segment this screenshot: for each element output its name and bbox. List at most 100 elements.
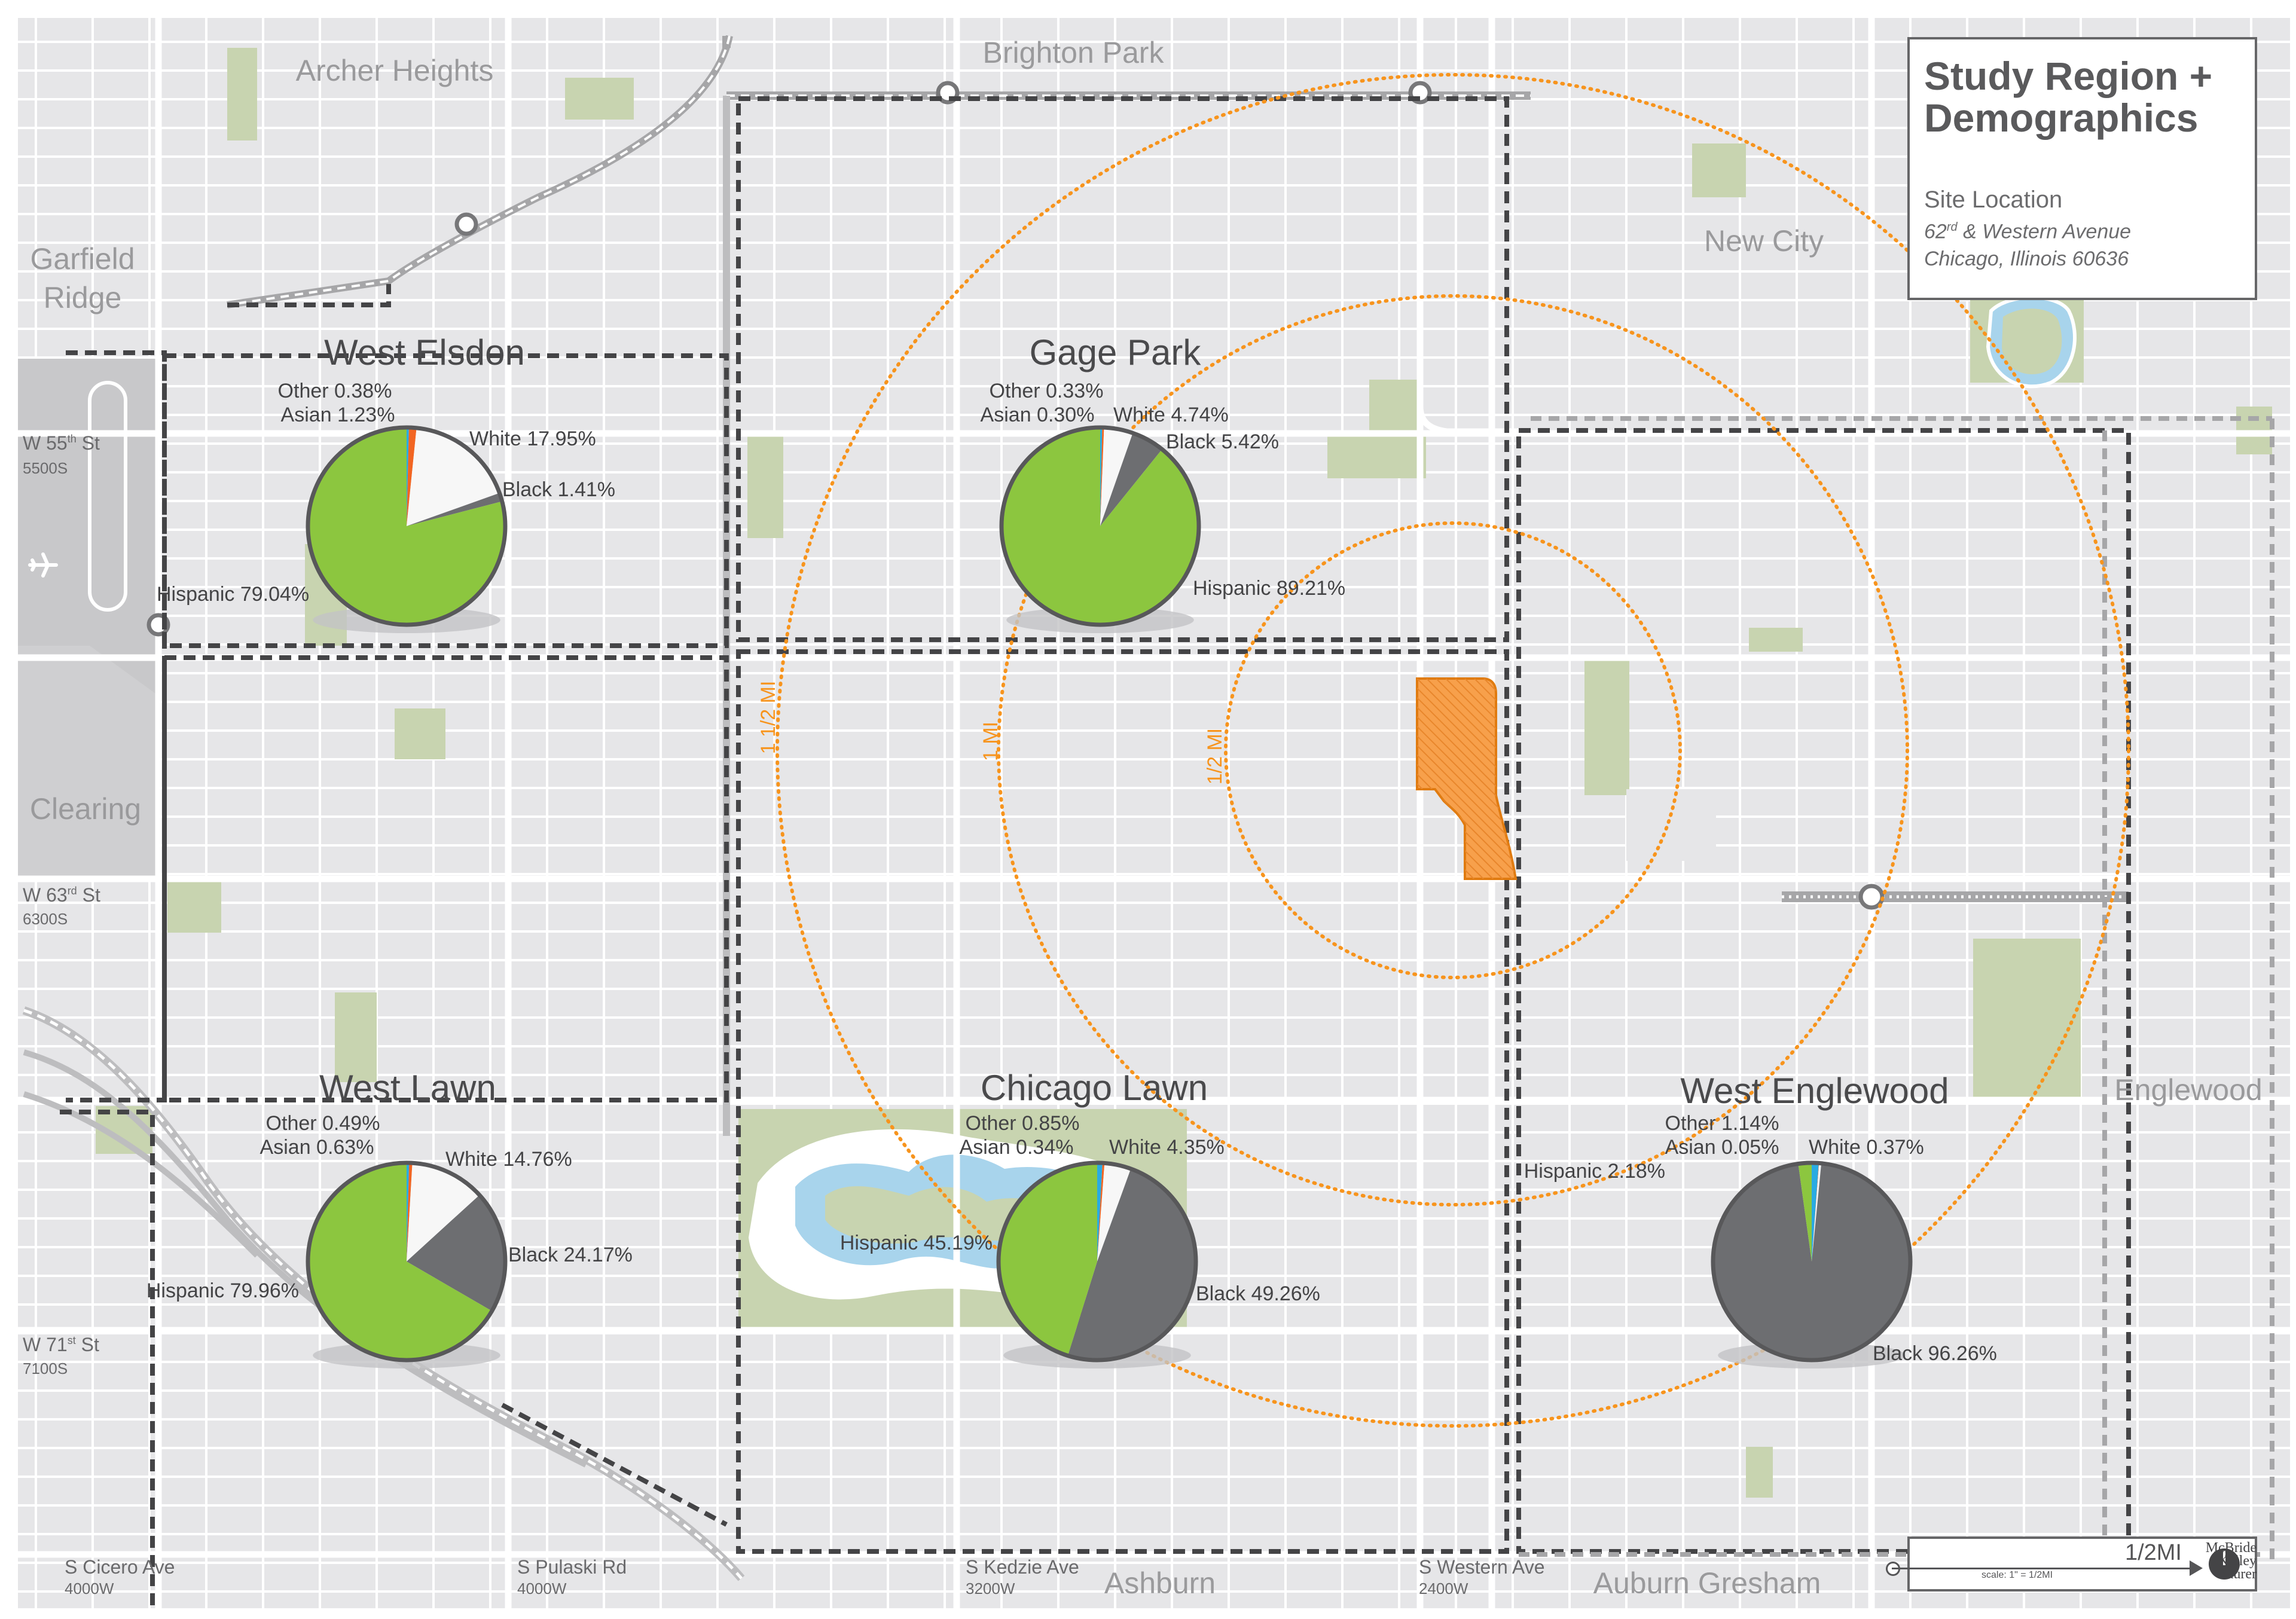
north-arrow-slit	[2223, 1551, 2225, 1565]
pie-slice-black	[407, 493, 502, 526]
scale-arrow-icon	[2190, 1560, 2203, 1576]
cta-station	[454, 212, 478, 236]
pie-title: Chicago Lawn	[981, 1068, 1208, 1108]
pie-label-white: White 4.35%	[1109, 1136, 1225, 1159]
place-brighton-park: Brighton Park	[983, 36, 1165, 69]
ring-half-mile	[1224, 521, 1682, 979]
pie-label-other: Other 0.85%	[966, 1112, 1080, 1135]
pie-label-white: White 4.74%	[1113, 404, 1229, 426]
park	[1749, 628, 1803, 652]
pie-chart: Gage Park Other 0.33%Asian 0.30% White 4.7…	[981, 332, 1345, 633]
demographic-pies: West Elsdon Other 0.38%Asian 1.23% White 1…	[146, 332, 1997, 1368]
pie-label-asian: Asian 0.30%	[981, 404, 1095, 426]
street-w55-num: 5500S	[23, 459, 68, 477]
radius-rings: 1/2 MI 1 MI 1 1/2 MI	[757, 73, 2130, 1428]
map-title-line2: Demographics	[1924, 96, 2199, 140]
park	[1327, 430, 1426, 478]
pie-slice-other	[407, 427, 409, 526]
pie-slice-hispanic	[307, 1162, 492, 1360]
pie-label-asian: Asian 0.05%	[1665, 1136, 1779, 1159]
pie-label-hispanic: Hispanic 2.18%	[1524, 1160, 1665, 1183]
pie-title: West Lawn	[319, 1068, 496, 1108]
street-western-num: 2400W	[1419, 1580, 1468, 1597]
place-archer-heights: Archer Heights	[296, 54, 494, 87]
street-kedzie: S Kedzie Ave	[966, 1556, 1079, 1578]
pie-label-hispanic: Hispanic 79.96%	[146, 1279, 299, 1302]
pie-slice-black	[407, 1195, 505, 1311]
pie-label-hispanic: Hispanic 45.19%	[840, 1232, 993, 1254]
pie-title: Gage Park	[1030, 332, 1202, 372]
lake-sherman-inner	[2002, 308, 2062, 374]
pie-slice-white	[407, 427, 500, 526]
pie-slice-hispanic	[307, 427, 505, 625]
street-labels: W 55th St 5500S W 63rd St 6300S W 71st S…	[23, 432, 1544, 1597]
pie-outline	[999, 425, 1201, 627]
pie-label-black: Black 49.26%	[1196, 1282, 1320, 1305]
label-one-half-mile: 1 1/2 MI	[757, 681, 780, 754]
park	[227, 48, 257, 140]
park	[1584, 658, 1629, 795]
scale-bar: 1/2MI scale: 1" = 1/2MI McBride Kelley Bau…	[1886, 1536, 2257, 1591]
pie-slice-white	[1100, 427, 1133, 526]
place-auburn-gresham: Auburn Gresham	[1593, 1566, 1821, 1600]
pie-outline	[996, 1160, 1198, 1363]
street-cicero-num: 4000W	[65, 1580, 114, 1597]
pie-label-asian: Asian 0.34%	[960, 1136, 1074, 1159]
pie-outline	[1711, 1160, 1913, 1363]
street-western: S Western Ave	[1419, 1556, 1544, 1578]
pie-slice-hispanic	[1798, 1163, 1812, 1261]
place-ashburn: Ashburn	[1104, 1566, 1216, 1600]
title-box: Study Region + Demographics Site Locatio…	[1907, 37, 2257, 300]
pie-label-black: Black 1.41%	[502, 478, 615, 501]
pie-label-asian: Asian 1.23%	[281, 404, 395, 426]
street-kedzie-num: 3200W	[966, 1580, 1015, 1597]
street-pulaski-num: 4000W	[517, 1580, 567, 1597]
midway-airport	[18, 359, 155, 879]
pie-slice-white	[407, 1163, 480, 1261]
park	[1746, 1447, 1773, 1498]
place-new-city: New City	[1704, 224, 1824, 258]
pie-chart: West Elsdon Other 0.38%Asian 1.23% White 1…	[157, 332, 615, 633]
street-w63: W 63rd St	[23, 884, 100, 906]
airplane-icon	[28, 552, 58, 578]
scale-note: scale: 1" = 1/2MI	[1981, 1570, 2053, 1580]
pie-label-asian: Asian 0.63%	[260, 1136, 374, 1159]
pie-outline	[306, 1160, 508, 1363]
pie-label-white: White 0.37%	[1809, 1136, 1924, 1159]
place-englewood: Englewood	[2114, 1073, 2262, 1107]
pie-label-other: Other 0.33%	[990, 380, 1104, 402]
pie-outline	[306, 425, 508, 627]
pie-slice-asian	[1097, 1163, 1105, 1261]
street-w71: W 71st St	[23, 1334, 99, 1355]
place-ridge: Ridge	[44, 281, 122, 314]
pie-label-other: Other 0.49%	[266, 1112, 380, 1135]
street-pulaski: S Pulaski Rd	[517, 1556, 627, 1578]
pie-label-black: Black 5.42%	[1166, 430, 1279, 453]
label-half-mile: 1/2 MI	[1204, 728, 1226, 784]
pie-slice-other	[1812, 1163, 1819, 1261]
firm-logo: McBride Kelley Baurer	[2205, 1540, 2257, 1582]
community-boundaries	[60, 96, 2131, 1608]
pie-slice-asian	[407, 427, 417, 526]
place-garfield: Garfield	[30, 242, 135, 276]
street-cicero: S Cicero Ave	[65, 1556, 175, 1578]
pie-label-white: White 17.95%	[469, 427, 596, 450]
pie-slice-hispanic	[1001, 427, 1199, 625]
pie-label-hispanic: Hispanic 89.21%	[1193, 577, 1345, 600]
pie-slice-white	[1097, 1163, 1131, 1261]
pie-slice-black	[1713, 1163, 1911, 1361]
park	[1692, 143, 1746, 197]
pie-title: West Englewood	[1680, 1071, 1949, 1111]
pie-label-black: Black 24.17%	[508, 1244, 633, 1266]
pie-chart: West Lawn Other 0.49%Asian 0.63% White 14.…	[146, 1068, 633, 1368]
ring-one-half-mile	[775, 73, 2130, 1428]
street-w63-num: 6300S	[23, 910, 68, 928]
pie-slice-black	[1067, 1168, 1196, 1361]
street-w71-num: 7100S	[23, 1360, 68, 1377]
park	[167, 879, 221, 933]
pie-slice-hispanic	[998, 1163, 1097, 1356]
street-w55: W 55th St	[23, 432, 100, 454]
label-one-mile: 1 MI	[979, 722, 1002, 761]
pie-slice-other	[407, 1163, 410, 1261]
